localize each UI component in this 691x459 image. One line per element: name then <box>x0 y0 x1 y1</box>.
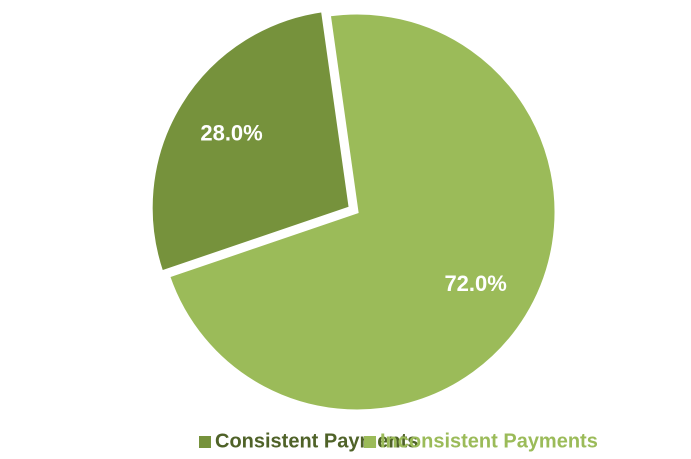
data-label: 72.0% <box>444 271 506 296</box>
data-label: 28.0% <box>200 121 262 146</box>
legend-swatch <box>364 436 376 448</box>
legend-swatch <box>199 436 211 448</box>
legend-label: Inconsistent Payments <box>380 430 598 452</box>
pie-slice <box>149 9 352 274</box>
pie-slice <box>166 11 558 413</box>
